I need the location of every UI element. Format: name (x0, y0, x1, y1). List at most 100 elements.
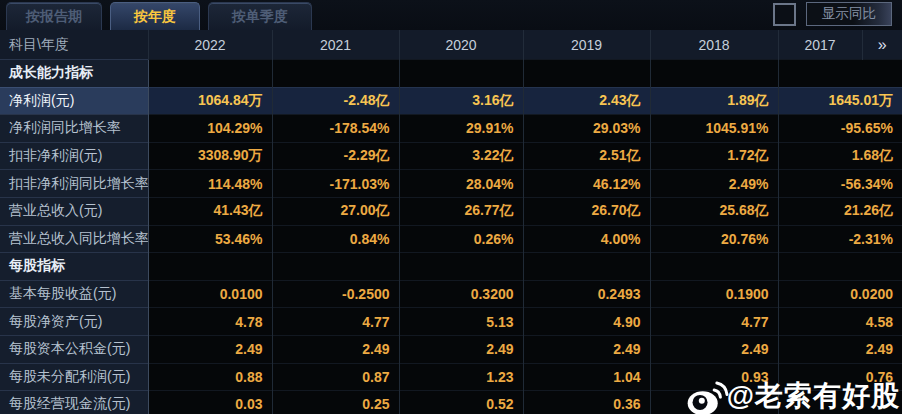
table-row: 净利润(元)1064.84万-2.48亿3.16亿2.43亿1.89亿1645.… (0, 87, 902, 115)
year-header: 2021 (272, 30, 399, 60)
cell-value: 26.77亿 (399, 197, 523, 225)
show-yoy-checkbox[interactable] (773, 3, 796, 26)
cell-value: 0.0200 (778, 280, 902, 308)
year-header: 2020 (399, 30, 523, 60)
cell-value: 1.23 (399, 363, 523, 391)
row-label: 净利润(元) (0, 87, 148, 115)
row-label: 营业总收入(元) (0, 197, 148, 225)
cell-value: -2.31% (778, 225, 902, 253)
cell-value: 20.76% (650, 225, 778, 253)
section-row: 成长能力指标 (0, 60, 902, 88)
year-header: 2022 (148, 30, 272, 60)
financial-data-table: 科目\年度202220212020201920182017» 成长能力指标净利润… (0, 30, 902, 414)
cell-value: 5.13 (399, 308, 523, 336)
cell-value: 2.49 (148, 335, 272, 363)
cell-value: -171.03% (272, 170, 399, 198)
cell-value: 2.43亿 (523, 87, 650, 115)
cell-value (650, 391, 778, 414)
cell-value (523, 253, 650, 281)
cell-value: 29.91% (399, 115, 523, 143)
corner-header: 科目\年度 (0, 30, 148, 60)
cell-value (650, 60, 778, 88)
cell-value: 1.72亿 (650, 142, 778, 170)
cell-value: -2.29亿 (272, 142, 399, 170)
cell-value: 1.04 (523, 363, 650, 391)
cell-value: 0.1900 (650, 280, 778, 308)
cell-value: 3.16亿 (399, 87, 523, 115)
cell-value: 2.49 (778, 335, 902, 363)
tab-by-single-quarter[interactable]: 按单季度 (208, 2, 312, 30)
table-row: 扣非净利润同比增长率114.48%-171.03%28.04%46.12%2.4… (0, 170, 902, 198)
table-row: 营业总收入同比增长率53.46%0.84%0.26%4.00%20.76%-2.… (0, 225, 902, 253)
cell-value: 0.26% (399, 225, 523, 253)
cell-value: 3.22亿 (399, 142, 523, 170)
year-header: 2017 (778, 30, 862, 60)
table-row: 每股经营现金流(元)0.030.250.520.36 (0, 391, 902, 414)
cell-value: -0.2500 (272, 280, 399, 308)
year-header: 2019 (523, 30, 650, 60)
cell-value: 53.46% (148, 225, 272, 253)
cell-value: 4.58 (778, 308, 902, 336)
cell-value (778, 391, 902, 414)
cell-value (272, 60, 399, 88)
cell-value (399, 253, 523, 281)
row-label: 营业总收入同比增长率 (0, 225, 148, 253)
cell-value (148, 60, 272, 88)
row-label: 扣非净利润(元) (0, 142, 148, 170)
row-label: 每股经营现金流(元) (0, 391, 148, 414)
cell-value (523, 60, 650, 88)
cell-value: 2.49 (523, 335, 650, 363)
cell-value: 41.43亿 (148, 197, 272, 225)
cell-value: 0.84% (272, 225, 399, 253)
cell-value: 27.00亿 (272, 197, 399, 225)
cell-value (148, 253, 272, 281)
table-header-row: 科目\年度202220212020201920182017» (0, 30, 902, 60)
tab-by-report-period[interactable]: 按报告期 (6, 2, 102, 30)
table-row: 每股净资产(元)4.784.775.134.904.774.58 (0, 308, 902, 336)
cell-value: 4.77 (272, 308, 399, 336)
row-label: 每股未分配利润(元) (0, 363, 148, 391)
table-row: 净利润同比增长率104.29%-178.54%29.91%29.03%1045.… (0, 115, 902, 143)
cell-value (778, 60, 902, 88)
cell-value: 0.52 (399, 391, 523, 414)
cell-value: 0.76 (778, 363, 902, 391)
cell-value: 46.12% (523, 170, 650, 198)
cell-value: 0.88 (148, 363, 272, 391)
cell-value: 1645.01万 (778, 87, 902, 115)
cell-value: 114.48% (148, 170, 272, 198)
cell-value: 0.2493 (523, 280, 650, 308)
row-label: 成长能力指标 (0, 60, 148, 88)
cell-value: 2.49% (650, 170, 778, 198)
cell-value (778, 253, 902, 281)
cell-value: 0.87 (272, 363, 399, 391)
cell-value: -178.54% (272, 115, 399, 143)
cell-value: 1.68亿 (778, 142, 902, 170)
period-tab-bar: 按报告期 按年度 按单季度 显示同比 (0, 0, 902, 30)
cell-value: 2.49 (399, 335, 523, 363)
cell-value: 4.78 (148, 308, 272, 336)
cell-value (272, 253, 399, 281)
row-label: 扣非净利润同比增长率 (0, 170, 148, 198)
cell-value: 2.51亿 (523, 142, 650, 170)
cell-value: 1064.84万 (148, 87, 272, 115)
cell-value: 0.3200 (399, 280, 523, 308)
show-yoy-button[interactable]: 显示同比 (806, 2, 892, 26)
cell-value: 21.26亿 (778, 197, 902, 225)
cell-value: 4.90 (523, 308, 650, 336)
cell-value (650, 253, 778, 281)
tab-by-year[interactable]: 按年度 (110, 2, 200, 30)
section-row: 每股指标 (0, 253, 902, 281)
table-row: 每股资本公积金(元)2.492.492.492.492.492.49 (0, 335, 902, 363)
table-row: 基本每股收益(元)0.0100-0.25000.32000.24930.1900… (0, 280, 902, 308)
scroll-right-icon[interactable]: » (862, 30, 902, 60)
cell-value: 3308.90万 (148, 142, 272, 170)
cell-value: -56.34% (778, 170, 902, 198)
cell-value: 0.03 (148, 391, 272, 414)
cell-value: -2.48亿 (272, 87, 399, 115)
cell-value: 2.49 (650, 335, 778, 363)
table-row: 每股未分配利润(元)0.880.871.231.040.930.76 (0, 363, 902, 391)
row-label: 每股资本公积金(元) (0, 335, 148, 363)
cell-value: 25.68亿 (650, 197, 778, 225)
cell-value: 0.25 (272, 391, 399, 414)
financial-indicators-panel: 按报告期 按年度 按单季度 显示同比 科目\年度2022202120202019… (0, 0, 902, 414)
